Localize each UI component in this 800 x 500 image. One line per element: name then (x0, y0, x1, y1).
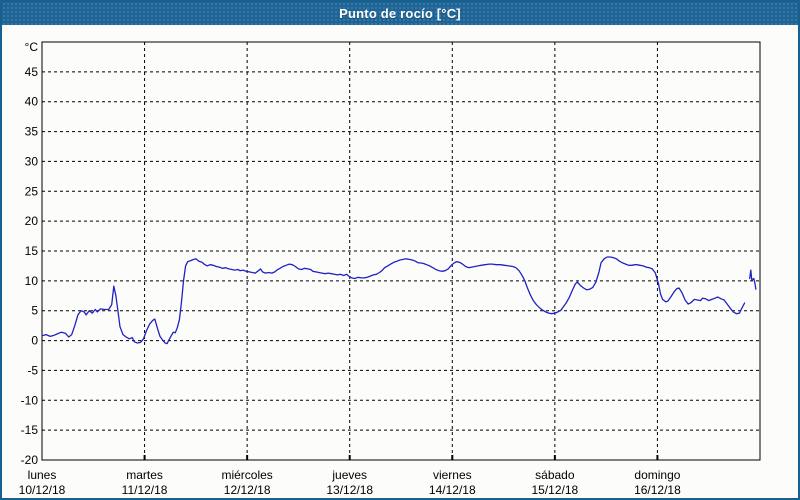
window-title: Punto de rocío [°C] (339, 6, 461, 21)
y-axis-labels: °C 45 40 35 30 25 20 15 10 5 0 -5 -10 -15 -20 (21, 40, 39, 467)
x-date-label: 15/12/18 (531, 483, 578, 497)
y-tick-label: 0 (31, 334, 38, 348)
y-tick-label: 40 (25, 95, 39, 109)
y-tick-label: 30 (25, 154, 39, 168)
y-tick-label: -10 (21, 393, 39, 407)
y-tick-label: 35 (25, 125, 39, 139)
x-day-label: miércoles (221, 468, 272, 482)
y-tick-label: 5 (31, 304, 38, 318)
series-line-trazo-final (749, 269, 757, 290)
x-day-label: viernes (433, 468, 472, 482)
x-date-label: 14/12/18 (429, 483, 476, 497)
x-day-label: jueves (331, 468, 367, 482)
series-line-punto-de-rocio (41, 256, 746, 345)
y-tick-label: 10 (25, 274, 39, 288)
y-tick-label: -20 (21, 453, 39, 467)
plot-frame (41, 41, 761, 461)
x-axis-ticks (143, 455, 659, 460)
x-day-label: domingo (634, 468, 680, 482)
x-day-label: lunes (28, 468, 57, 482)
y-tick-label: 45 (25, 65, 39, 79)
y-tick-label: -5 (27, 363, 38, 377)
x-day-label: martes (126, 468, 163, 482)
y-tick-label: -15 (21, 423, 39, 437)
x-date-label: 12/12/18 (224, 483, 271, 497)
x-date-label: 16/12/18 (634, 483, 681, 497)
x-date-label: 10/12/18 (19, 483, 66, 497)
window-titlebar: Punto de rocío [°C] (2, 2, 798, 25)
y-tick-label: 20 (25, 214, 39, 228)
gridlines (42, 42, 760, 460)
y-axis-unit-label: °C (25, 40, 39, 54)
x-day-label: sábado (535, 468, 575, 482)
x-date-label: 11/12/18 (122, 483, 168, 497)
x-date-label: 13/12/18 (326, 483, 373, 497)
y-tick-label: 15 (25, 244, 39, 258)
y-tick-label: 25 (25, 184, 39, 198)
